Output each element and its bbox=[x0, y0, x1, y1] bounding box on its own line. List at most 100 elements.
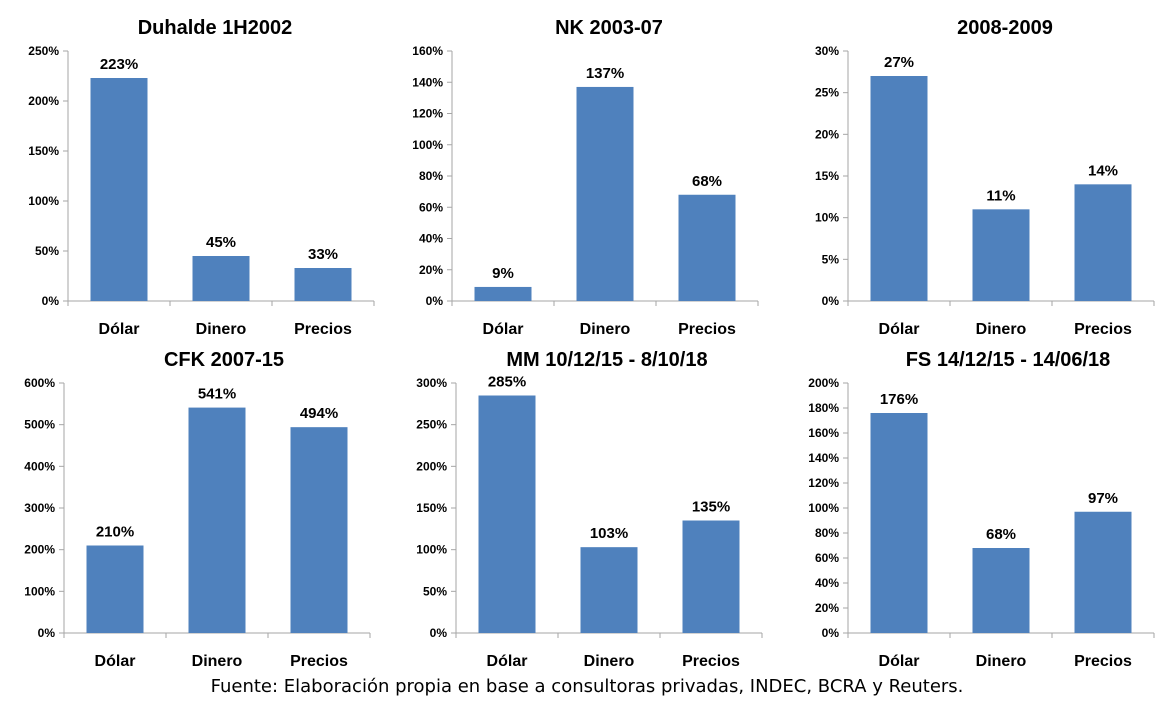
y-tick-label: 30% bbox=[815, 44, 839, 58]
data-label: 541% bbox=[198, 386, 236, 403]
data-label: 176% bbox=[880, 391, 918, 408]
data-label: 9% bbox=[492, 265, 514, 282]
category-label: Dólar bbox=[879, 653, 920, 670]
data-label: 27% bbox=[884, 54, 914, 71]
data-label: 103% bbox=[590, 525, 628, 542]
data-label: 14% bbox=[1088, 162, 1118, 179]
data-label: 137% bbox=[586, 65, 624, 82]
bar-3 bbox=[290, 427, 348, 633]
bar-2 bbox=[192, 256, 250, 301]
y-tick-label: 500% bbox=[24, 418, 55, 432]
y-tick-label: 60% bbox=[419, 200, 443, 214]
bar-3 bbox=[1074, 184, 1132, 301]
chart-title: MM 10/12/15 - 8/10/18 bbox=[506, 349, 707, 371]
y-tick-label: 80% bbox=[419, 169, 443, 183]
y-tick-label: 0% bbox=[38, 626, 56, 640]
bar-1 bbox=[478, 395, 536, 633]
y-tick-label: 160% bbox=[412, 44, 443, 58]
chart-title: 2008-2009 bbox=[957, 17, 1053, 39]
y-tick-label: 20% bbox=[419, 263, 443, 277]
y-tick-label: 150% bbox=[28, 144, 59, 158]
y-tick-label: 120% bbox=[808, 476, 839, 490]
y-tick-label: 0% bbox=[822, 626, 840, 640]
y-tick-label: 10% bbox=[815, 211, 839, 225]
y-tick-label: 120% bbox=[412, 107, 443, 121]
bar-2 bbox=[972, 209, 1030, 301]
category-label: Precios bbox=[678, 321, 736, 338]
data-label: 97% bbox=[1088, 490, 1118, 507]
bar-3 bbox=[294, 268, 352, 301]
chart-panel-2: NK 2003-07 0% 20% 40% 60% 80% 100% 120% 140% 160%… bbox=[412, 17, 759, 338]
data-label: 68% bbox=[692, 173, 722, 190]
data-label: 210% bbox=[96, 524, 134, 541]
y-tick-label: 200% bbox=[416, 459, 447, 473]
y-tick-label: 200% bbox=[24, 543, 55, 557]
y-tick-label: 25% bbox=[815, 86, 839, 100]
chart-title: Duhalde 1H2002 bbox=[138, 17, 293, 39]
bar-1 bbox=[86, 545, 144, 633]
y-tick-label: 250% bbox=[28, 44, 59, 58]
bar-2 bbox=[576, 86, 634, 301]
y-tick-label: 400% bbox=[24, 459, 55, 473]
bar-2 bbox=[188, 407, 246, 633]
category-label: Dólar bbox=[483, 321, 524, 338]
category-label: Dinero bbox=[976, 321, 1027, 338]
chart-title: FS 14/12/15 - 14/06/18 bbox=[906, 349, 1111, 371]
y-tick-label: 200% bbox=[28, 94, 59, 108]
data-label: 494% bbox=[300, 405, 338, 422]
y-tick-label: 250% bbox=[416, 418, 447, 432]
y-tick-label: 100% bbox=[808, 501, 839, 515]
bar-3 bbox=[678, 194, 736, 301]
y-tick-label: 0% bbox=[822, 294, 840, 308]
data-label: 223% bbox=[100, 56, 138, 73]
y-tick-label: 140% bbox=[808, 451, 839, 465]
category-label: Dinero bbox=[584, 653, 635, 670]
y-tick-label: 100% bbox=[24, 584, 55, 598]
data-label: 135% bbox=[692, 499, 730, 516]
y-tick-label: 50% bbox=[35, 244, 59, 258]
data-label: 285% bbox=[488, 374, 526, 391]
chart-panel-1: Duhalde 1H2002 0% 50% 100% 150% 200% 250% 223% D… bbox=[28, 17, 375, 338]
chart-title: NK 2003-07 bbox=[555, 17, 663, 39]
category-label: Precios bbox=[1074, 653, 1132, 670]
y-tick-label: 80% bbox=[815, 526, 839, 540]
category-label: Dólar bbox=[95, 653, 136, 670]
category-label: Dinero bbox=[580, 321, 631, 338]
category-label: Dólar bbox=[879, 321, 920, 338]
category-label: Dólar bbox=[487, 653, 528, 670]
y-tick-label: 100% bbox=[28, 194, 59, 208]
bar-3 bbox=[682, 520, 740, 633]
y-tick-label: 140% bbox=[412, 75, 443, 89]
chart-panel-4: CFK 2007-15 0% 100% 200% 300% 400% 500% 600% 210… bbox=[24, 349, 371, 670]
data-label: 68% bbox=[986, 526, 1016, 543]
category-label: Precios bbox=[290, 653, 348, 670]
y-tick-label: 50% bbox=[423, 584, 447, 598]
bar-1 bbox=[870, 413, 928, 633]
y-tick-label: 180% bbox=[808, 401, 839, 415]
category-label: Precios bbox=[1074, 321, 1132, 338]
y-tick-label: 200% bbox=[808, 376, 839, 390]
y-tick-label: 20% bbox=[815, 601, 839, 615]
y-tick-label: 300% bbox=[24, 501, 55, 515]
y-tick-label: 20% bbox=[815, 127, 839, 141]
bar-2 bbox=[972, 548, 1030, 633]
category-label: Dinero bbox=[976, 653, 1027, 670]
chart-panel-6: FS 14/12/15 - 14/06/18 0% 20% 40% 60% 80% 100%… bbox=[808, 349, 1155, 670]
data-label: 45% bbox=[206, 234, 236, 251]
y-tick-label: 60% bbox=[815, 551, 839, 565]
bar-1 bbox=[474, 286, 532, 301]
y-tick-label: 0% bbox=[42, 294, 60, 308]
category-label: Dinero bbox=[192, 653, 243, 670]
y-tick-label: 100% bbox=[412, 138, 443, 152]
chart-panel-3: 2008-2009 0% 5% 10% 15% 20% 25% 30% 27% Dólar 11% D… bbox=[815, 17, 1155, 338]
chart-title: CFK 2007-15 bbox=[164, 349, 284, 371]
y-tick-label: 5% bbox=[822, 252, 840, 266]
data-label: 33% bbox=[308, 246, 338, 263]
y-tick-label: 150% bbox=[416, 501, 447, 515]
category-label: Dólar bbox=[99, 321, 140, 338]
bar-2 bbox=[580, 547, 638, 633]
bar-1 bbox=[870, 76, 928, 301]
y-tick-label: 160% bbox=[808, 426, 839, 440]
bar-3 bbox=[1074, 511, 1132, 633]
y-tick-label: 40% bbox=[419, 232, 443, 246]
